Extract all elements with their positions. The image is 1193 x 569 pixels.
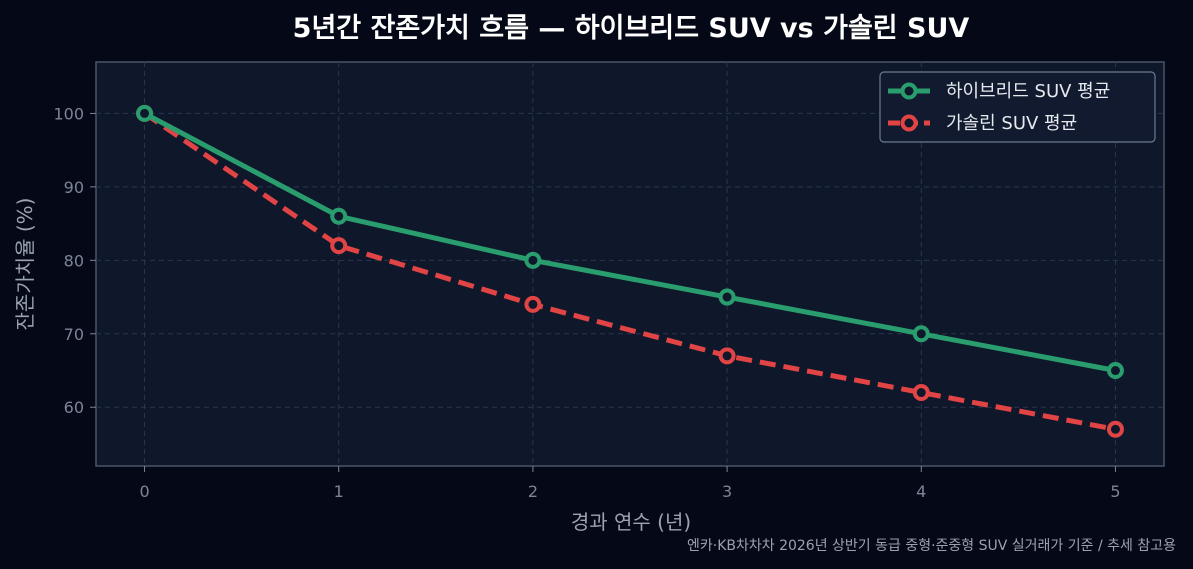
legend-label-hybrid: 하이브리드 SUV 평균: [946, 81, 1110, 102]
legend-marker-hybrid: [900, 82, 918, 100]
x-tick-label: 0: [139, 482, 149, 501]
series-group: [136, 104, 1124, 438]
legend-box: [879, 71, 1156, 143]
x-axis-label: 경과 연수 (년): [571, 510, 691, 534]
footnote: 엔카·KB차차차 2026년 상반기 동급 중형·준중형 SUV 실거래가 기준…: [687, 538, 1176, 554]
y-tick-label: 90: [64, 178, 84, 197]
x-axis-ticks: 0 1 2 3 4 5: [139, 466, 1121, 501]
y-tick-label: 60: [64, 398, 84, 417]
data-point-hybrid: [524, 251, 542, 269]
data-point-hybrid: [912, 325, 930, 343]
x-tick-label: 1: [334, 482, 344, 501]
x-tick-label: 2: [528, 482, 538, 501]
y-tick-label: 80: [64, 251, 84, 270]
legend: 하이브리드 SUV 평균 가솔린 SUV 평균: [879, 71, 1156, 143]
data-point-hybrid: [1106, 362, 1124, 380]
grid: [96, 62, 1164, 466]
data-point-gasoline: [1106, 420, 1124, 438]
legend-marker-gasoline: [900, 114, 918, 132]
x-tick-label: 3: [722, 482, 732, 501]
data-point-hybrid: [718, 288, 736, 306]
data-point-gasoline: [718, 347, 736, 365]
chart-title: 5년간 잔존가치 흐름 — 하이브리드 SUV vs 가솔린 SUV: [293, 13, 970, 44]
x-tick-label: 4: [916, 482, 926, 501]
data-point-hybrid: [136, 104, 154, 122]
data-point-hybrid: [330, 207, 348, 225]
series-line-gasoline: [143, 111, 1116, 432]
y-tick-label: 70: [64, 325, 84, 344]
data-point-gasoline: [912, 384, 930, 402]
y-axis-ticks: 60 70 80 90 100: [53, 104, 96, 417]
y-tick-label: 100: [53, 104, 84, 123]
legend-label-gasoline: 가솔린 SUV 평균: [946, 113, 1077, 134]
data-point-gasoline: [330, 237, 348, 255]
data-point-gasoline: [524, 295, 542, 313]
series-line-hybrid: [143, 111, 1116, 373]
x-tick-label: 5: [1110, 482, 1120, 501]
y-axis-label: 잔존가치율 (%): [13, 198, 37, 331]
